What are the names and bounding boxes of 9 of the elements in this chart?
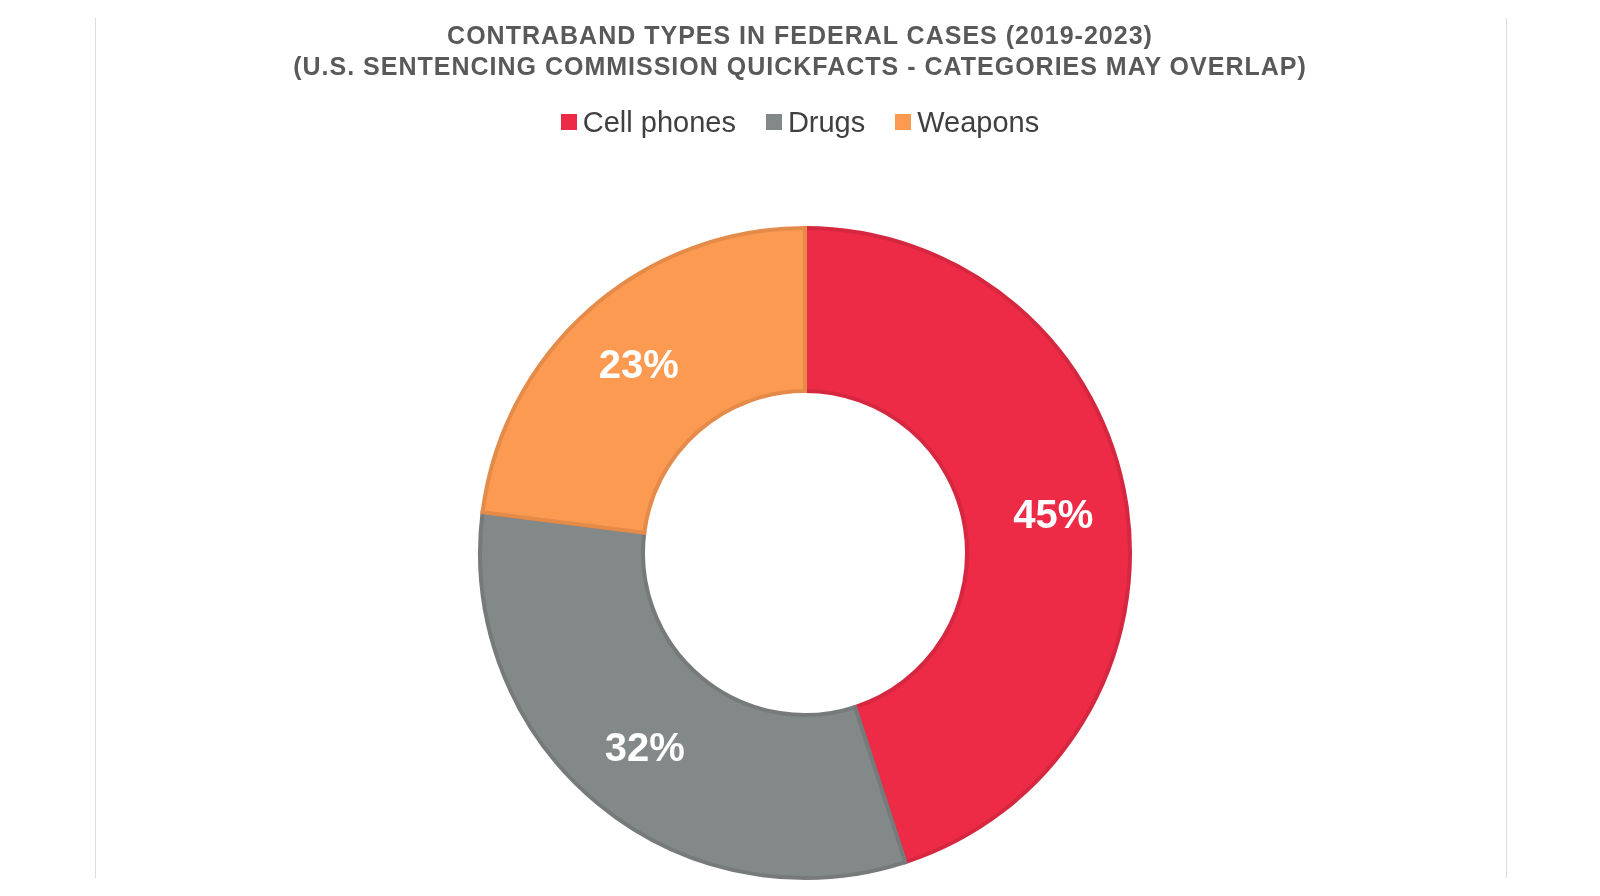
chart-title: CONTRABAND TYPES IN FEDERAL CASES (2019-2023): [446, 20, 1154, 51]
data-label: 23%: [598, 342, 679, 387]
donut-slice: [480, 226, 807, 535]
data-label: 45%: [1013, 491, 1094, 536]
chart-subtitle: (U.S. SENTENCING COMMISSION QUICKFACTS - CATEGORIES MAY OVERLAP): [292, 51, 1308, 82]
legend-label: Cell phones: [582, 105, 736, 139]
legend-label: Weapons: [917, 105, 1040, 139]
data-label: 32%: [604, 724, 685, 769]
legend-label: Drugs: [787, 105, 866, 139]
